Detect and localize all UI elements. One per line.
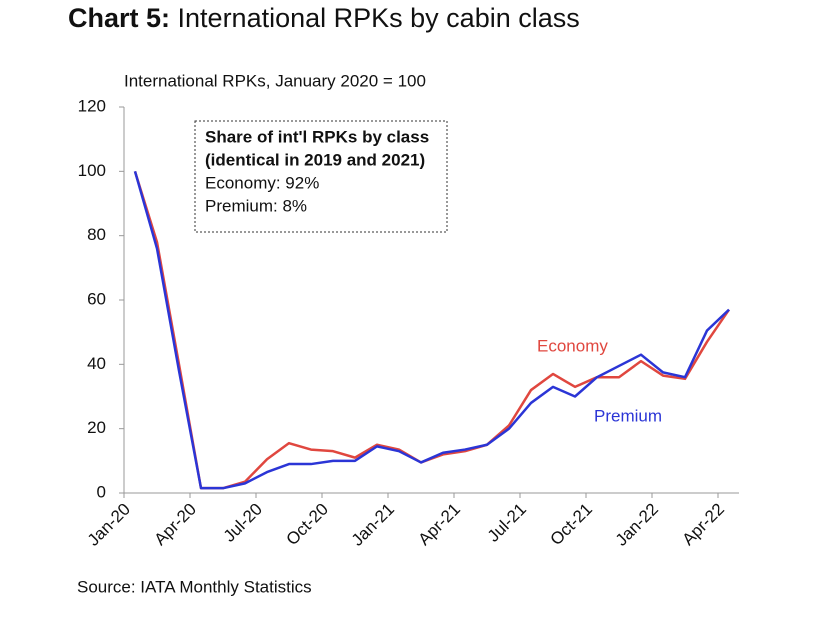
y-tick-label: 20 (87, 418, 106, 437)
y-tick-label: 60 (87, 289, 106, 308)
y-tick-label: 120 (78, 96, 106, 115)
y-tick-label: 100 (78, 161, 106, 180)
x-tick-label: Apr-22 (678, 500, 728, 550)
title-text: International RPKs by cabin class (178, 3, 580, 33)
y-axis-label: International RPKs, January 2020 = 100 (124, 71, 426, 90)
series-line (133, 170, 730, 490)
x-tick-label: Jan-20 (84, 500, 134, 550)
x-tick-label: Jan-21 (348, 500, 398, 550)
y-tick-label: 80 (87, 225, 106, 244)
title-label: Chart 5: (68, 3, 170, 33)
y-tick-label: 0 (97, 482, 106, 501)
chart-title: Chart 5: International RPKs by cabin cla… (68, 3, 580, 33)
x-tick-label: Apr-21 (414, 500, 464, 550)
x-tick-label: Apr-20 (150, 500, 200, 550)
y-tick-label: 40 (87, 354, 106, 373)
x-tick-label: Jul-20 (220, 500, 266, 546)
annotation-line: (identical in 2019 and 2021) (205, 150, 425, 169)
series-label: Economy (537, 336, 608, 355)
annotation-line: Share of int'l RPKs by class (205, 127, 429, 146)
series-label: Premium (594, 406, 662, 425)
x-tick-label: Oct-20 (282, 500, 332, 550)
source: Source: IATA Monthly Statistics (77, 577, 312, 596)
annotation-line: Economy: 92% (205, 173, 319, 192)
x-tick-label: Jan-22 (612, 500, 662, 550)
x-tick-label: Oct-21 (546, 500, 596, 550)
annotation-box (194, 120, 448, 233)
annotation-line: Premium: 8% (205, 196, 307, 215)
x-tick-label: Jul-21 (484, 500, 530, 546)
series-line (133, 170, 731, 490)
